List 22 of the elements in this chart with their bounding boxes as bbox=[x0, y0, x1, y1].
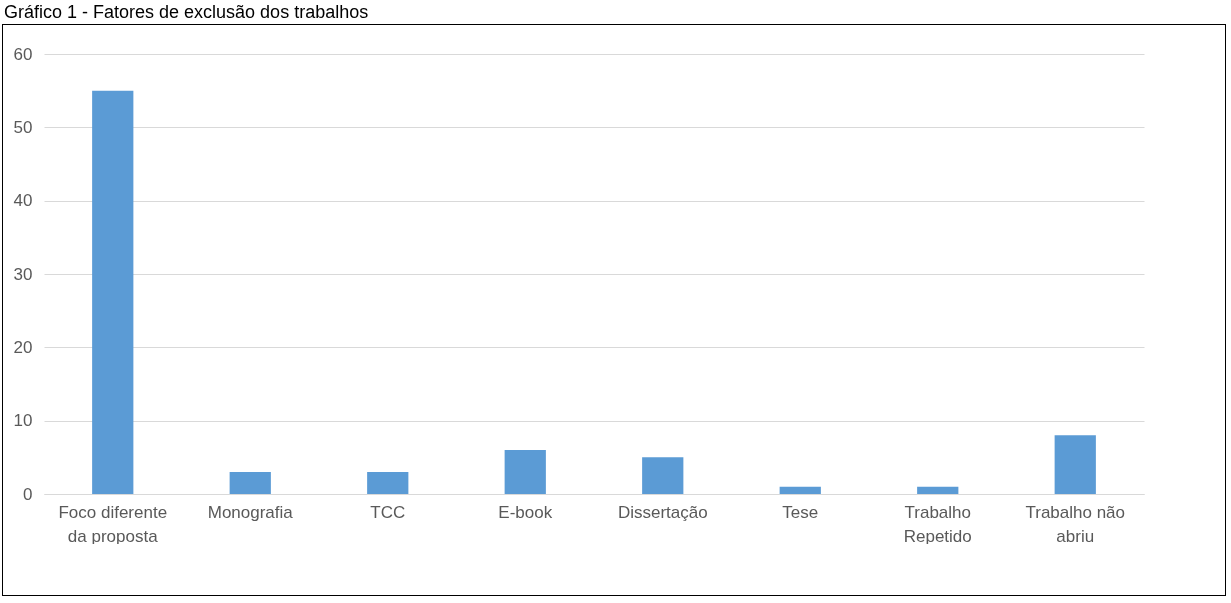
bar bbox=[642, 457, 684, 494]
bar bbox=[367, 472, 409, 494]
x-tick-label: Monografia bbox=[207, 502, 294, 522]
y-tick-label: 40 bbox=[13, 191, 33, 211]
x-tick-label: TCC bbox=[370, 502, 406, 522]
bar bbox=[917, 486, 959, 494]
x-tick-label: Tese bbox=[782, 502, 819, 522]
y-tick-label: 60 bbox=[13, 44, 33, 64]
y-tick-label: 10 bbox=[13, 411, 33, 431]
bar bbox=[92, 90, 134, 494]
y-tick-label: 50 bbox=[13, 117, 33, 137]
bar bbox=[504, 450, 546, 494]
bar bbox=[229, 472, 271, 494]
bar bbox=[779, 486, 821, 494]
y-tick-label: 30 bbox=[13, 264, 33, 284]
x-tick-label: E-book bbox=[498, 502, 553, 522]
x-tick-label: Dissertação bbox=[617, 502, 708, 522]
y-tick-label: 20 bbox=[13, 337, 33, 357]
chart-title: Gráfico 1 - Fatores de exclusão dos trabalhos bbox=[3, 1, 370, 24]
x-tick-label: Trabalho não abriu bbox=[1025, 502, 1126, 546]
y-tick-label: 0 bbox=[23, 484, 33, 504]
bar bbox=[1054, 435, 1096, 494]
